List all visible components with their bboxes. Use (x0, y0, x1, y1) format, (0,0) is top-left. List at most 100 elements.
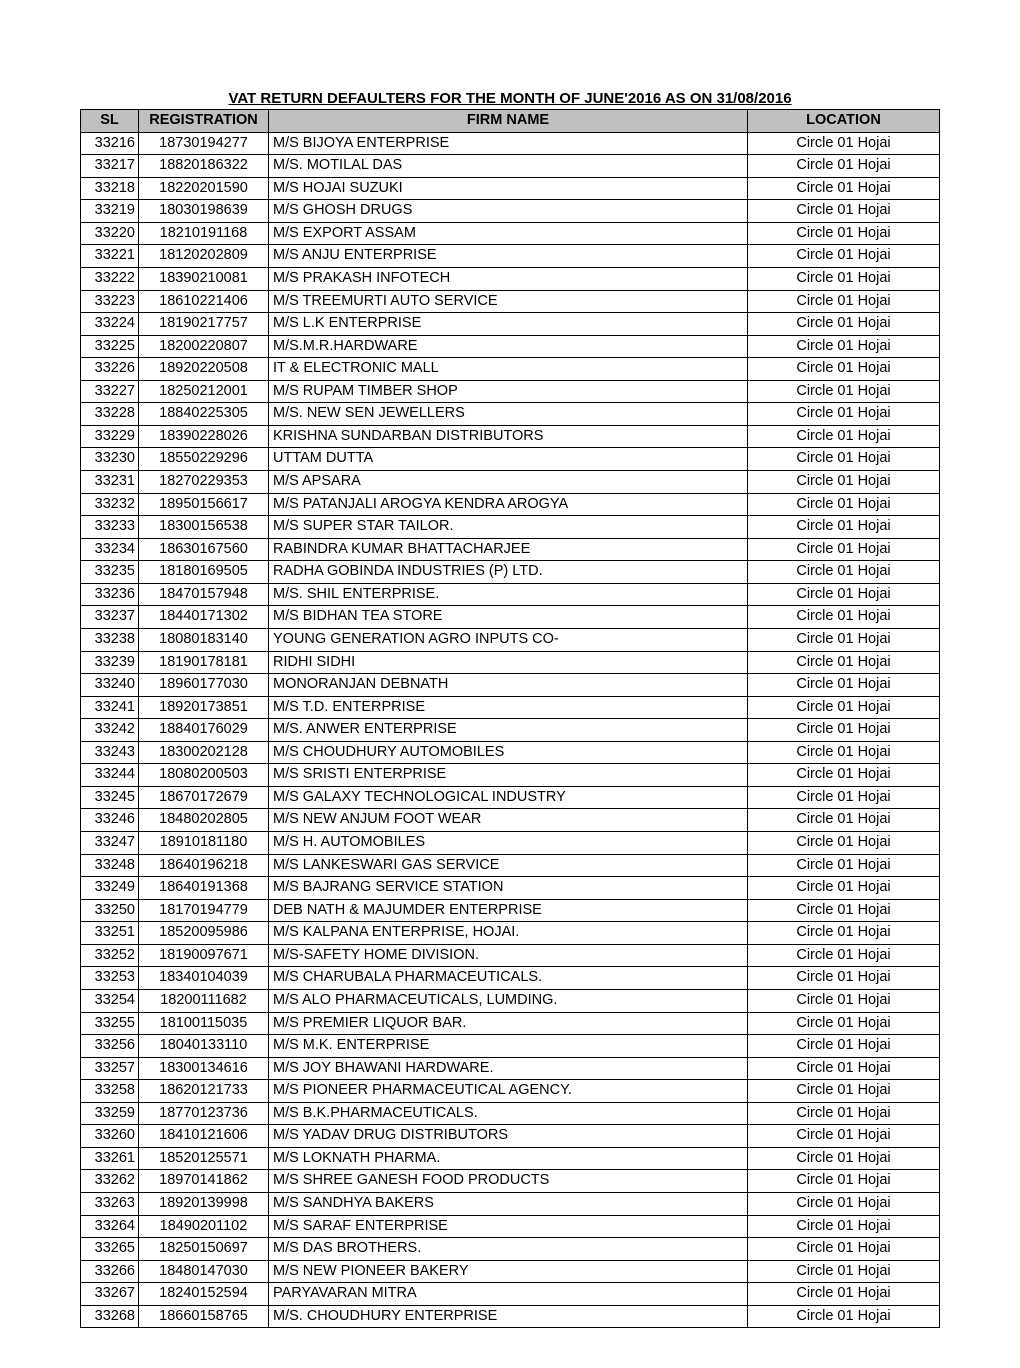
cell-loc: Circle 01 Hojai (748, 1102, 940, 1125)
cell-sl: 33240 (81, 674, 139, 697)
cell-loc: Circle 01 Hojai (748, 651, 940, 674)
table-row: 3326118520125571M/S LOKNATH PHARMA.Circl… (81, 1147, 940, 1170)
cell-firm: M/S KALPANA ENTERPRISE, HOJAI. (269, 922, 748, 945)
table-row: 3322118120202809M/S ANJU ENTERPRISECircl… (81, 245, 940, 268)
table-row: 3323218950156617M/S PATANJALI AROGYA KEN… (81, 493, 940, 516)
table-row: 3324718910181180M/S H. AUTOMOBILESCircle… (81, 832, 940, 855)
col-header-reg: REGISTRATION (139, 110, 269, 133)
cell-sl: 33248 (81, 854, 139, 877)
cell-reg: 18950156617 (139, 493, 269, 516)
cell-sl: 33265 (81, 1238, 139, 1261)
cell-loc: Circle 01 Hojai (748, 1193, 940, 1216)
cell-loc: Circle 01 Hojai (748, 358, 940, 381)
table-row: 3322718250212001M/S RUPAM TIMBER SHOPCir… (81, 380, 940, 403)
cell-firm: M/S NEW ANJUM FOOT WEAR (269, 809, 748, 832)
cell-reg: 18190097671 (139, 944, 269, 967)
cell-sl: 33254 (81, 989, 139, 1012)
table-row: 3321718820186322M/S. MOTILAL DASCircle 0… (81, 155, 940, 178)
cell-reg: 18190217757 (139, 313, 269, 336)
cell-loc: Circle 01 Hojai (748, 989, 940, 1012)
cell-loc: Circle 01 Hojai (748, 786, 940, 809)
cell-sl: 33253 (81, 967, 139, 990)
cell-firm: M/S. CHOUDHURY ENTERPRISE (269, 1305, 748, 1328)
cell-firm: M/S DAS BROTHERS. (269, 1238, 748, 1261)
cell-sl: 33255 (81, 1012, 139, 1035)
cell-firm: M/S NEW PIONEER BAKERY (269, 1260, 748, 1283)
cell-sl: 33244 (81, 764, 139, 787)
cell-firm: M/S M.K. ENTERPRISE (269, 1035, 748, 1058)
cell-firm: M/S.M.R.HARDWARE (269, 335, 748, 358)
cell-reg: 18170194779 (139, 899, 269, 922)
cell-reg: 18210191168 (139, 222, 269, 245)
cell-firm: M/S BAJRANG SERVICE STATION (269, 877, 748, 900)
cell-loc: Circle 01 Hojai (748, 854, 940, 877)
cell-loc: Circle 01 Hojai (748, 200, 940, 223)
cell-loc: Circle 01 Hojai (748, 267, 940, 290)
cell-sl: 33223 (81, 290, 139, 313)
table-row: 3325018170194779DEB NATH & MAJUMDER ENTE… (81, 899, 940, 922)
cell-firm: KRISHNA SUNDARBAN DISTRIBUTORS (269, 425, 748, 448)
cell-reg: 18300156538 (139, 516, 269, 539)
cell-firm: DEB NATH & MAJUMDER ENTERPRISE (269, 899, 748, 922)
cell-sl: 33266 (81, 1260, 139, 1283)
page-title: VAT RETURN DEFAULTERS FOR THE MONTH OF J… (80, 90, 940, 107)
cell-firm: M/S B.K.PHARMACEUTICALS. (269, 1102, 748, 1125)
cell-sl: 33227 (81, 380, 139, 403)
cell-firm: M/S PRAKASH INFOTECH (269, 267, 748, 290)
cell-firm: M/S LOKNATH PHARMA. (269, 1147, 748, 1170)
cell-reg: 18970141862 (139, 1170, 269, 1193)
cell-firm: M/S PIONEER PHARMACEUTICAL AGENCY. (269, 1080, 748, 1103)
cell-loc: Circle 01 Hojai (748, 516, 940, 539)
cell-firm: M/S LANKESWARI GAS SERVICE (269, 854, 748, 877)
cell-sl: 33247 (81, 832, 139, 855)
cell-reg: 18440171302 (139, 606, 269, 629)
cell-loc: Circle 01 Hojai (748, 809, 940, 832)
cell-loc: Circle 01 Hojai (748, 155, 940, 178)
cell-reg: 18550229296 (139, 448, 269, 471)
cell-sl: 33229 (81, 425, 139, 448)
cell-loc: Circle 01 Hojai (748, 583, 940, 606)
cell-firm: M/S SHREE GANESH FOOD PRODUCTS (269, 1170, 748, 1193)
table-row: 3325218190097671M/S-SAFETY HOME DIVISION… (81, 944, 940, 967)
cell-sl: 33262 (81, 1170, 139, 1193)
cell-loc: Circle 01 Hojai (748, 132, 940, 155)
cell-sl: 33250 (81, 899, 139, 922)
cell-loc: Circle 01 Hojai (748, 1305, 940, 1328)
cell-reg: 18960177030 (139, 674, 269, 697)
cell-firm: M/S SUPER STAR TAILOR. (269, 516, 748, 539)
cell-loc: Circle 01 Hojai (748, 538, 940, 561)
cell-reg: 18100115035 (139, 1012, 269, 1035)
cell-firm: M/S EXPORT ASSAM (269, 222, 748, 245)
table-row: 3326818660158765M/S. CHOUDHURY ENTERPRIS… (81, 1305, 940, 1328)
table-row: 3325518100115035M/S PREMIER LIQUOR BAR.C… (81, 1012, 940, 1035)
table-row: 3326718240152594PARYAVARAN MITRACircle 0… (81, 1283, 940, 1306)
table-row: 3322418190217757M/S L.K ENTERPRISECircle… (81, 313, 940, 336)
table-row: 3326318920139998M/S SANDHYA BAKERSCircle… (81, 1193, 940, 1216)
cell-reg: 18770123736 (139, 1102, 269, 1125)
table-row: 3326218970141862M/S SHREE GANESH FOOD PR… (81, 1170, 940, 1193)
cell-loc: Circle 01 Hojai (748, 832, 940, 855)
cell-sl: 33237 (81, 606, 139, 629)
table-row: 3325118520095986M/S KALPANA ENTERPRISE, … (81, 922, 940, 945)
cell-firm: M/S JOY BHAWANI HARDWARE. (269, 1057, 748, 1080)
cell-sl: 33264 (81, 1215, 139, 1238)
cell-loc: Circle 01 Hojai (748, 944, 940, 967)
cell-sl: 33217 (81, 155, 139, 178)
cell-reg: 18610221406 (139, 290, 269, 313)
cell-sl: 33257 (81, 1057, 139, 1080)
cell-sl: 33216 (81, 132, 139, 155)
cell-reg: 18030198639 (139, 200, 269, 223)
cell-sl: 33222 (81, 267, 139, 290)
cell-sl: 33221 (81, 245, 139, 268)
cell-reg: 18250150697 (139, 1238, 269, 1261)
cell-reg: 18840176029 (139, 719, 269, 742)
cell-loc: Circle 01 Hojai (748, 606, 940, 629)
cell-reg: 18470157948 (139, 583, 269, 606)
cell-loc: Circle 01 Hojai (748, 425, 940, 448)
cell-firm: M/S CHARUBALA PHARMACEUTICALS. (269, 967, 748, 990)
table-row: 3323518180169505RADHA GOBINDA INDUSTRIES… (81, 561, 940, 584)
cell-loc: Circle 01 Hojai (748, 471, 940, 494)
cell-firm: M/S. ANWER ENTERPRISE (269, 719, 748, 742)
cell-loc: Circle 01 Hojai (748, 1012, 940, 1035)
cell-sl: 33233 (81, 516, 139, 539)
